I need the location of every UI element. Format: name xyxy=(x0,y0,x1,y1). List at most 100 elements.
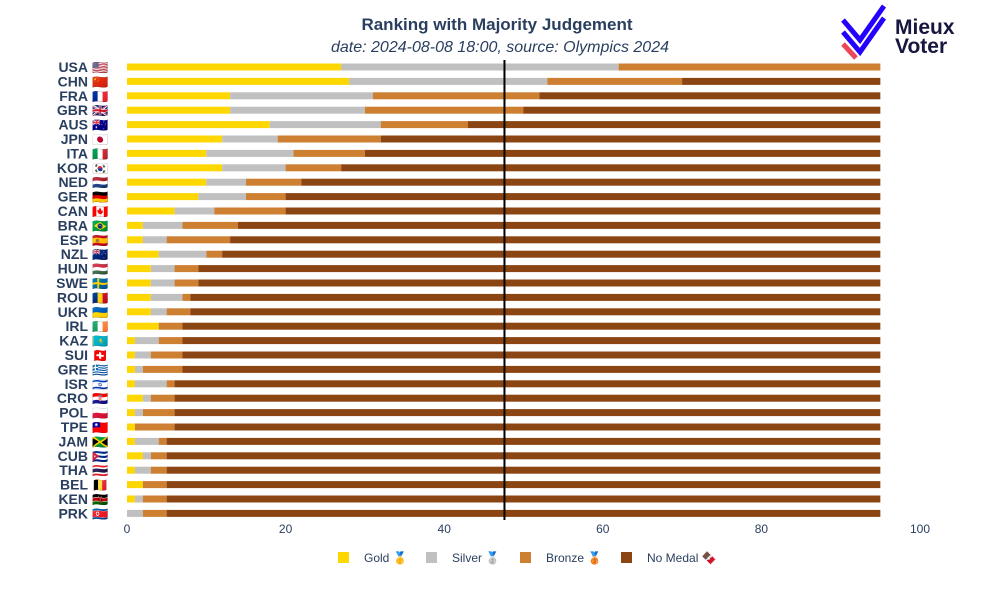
bar-usa-2 xyxy=(618,63,881,71)
bar-cro-0 xyxy=(127,394,143,402)
bar-jpn-3 xyxy=(380,135,881,143)
bar-sui-0 xyxy=(127,351,135,359)
x-tick-80: 80 xyxy=(755,522,769,536)
y-label-cub: CUB xyxy=(58,448,88,464)
legend-label-1: Silver 🥈 xyxy=(452,551,500,565)
flag-ita: 🇮🇹 xyxy=(92,146,108,161)
bar-pol-2 xyxy=(142,409,175,417)
bar-tha-3 xyxy=(166,466,881,474)
y-label-nzl: NZL xyxy=(61,246,89,262)
bar-jam-3 xyxy=(166,437,881,445)
flag-isr: 🇮🇱 xyxy=(92,377,108,392)
bar-ita-2 xyxy=(293,149,365,157)
bar-can-1 xyxy=(174,207,215,215)
flag-jam: 🇯🇲 xyxy=(92,434,108,449)
flag-kaz: 🇰🇿 xyxy=(92,334,108,349)
flag-gre: 🇬🇷 xyxy=(92,362,108,377)
bar-cub-2 xyxy=(150,452,167,460)
bar-kaz-1 xyxy=(134,337,159,345)
logo-text-line1: Mieux xyxy=(895,16,955,39)
bar-ger-0 xyxy=(127,193,199,201)
bar-ger-2 xyxy=(245,193,286,201)
flag-ger: 🇩🇪 xyxy=(92,190,108,205)
bar-chn-0 xyxy=(127,77,350,85)
bar-ger-3 xyxy=(285,193,881,201)
bar-esp-3 xyxy=(230,236,881,244)
bar-kor-2 xyxy=(285,164,342,172)
mieux-voter-logo: Mieux Voter xyxy=(841,4,955,60)
bar-esp-1 xyxy=(142,236,167,244)
y-label-sui: SUI xyxy=(65,347,88,363)
y-label-kor: KOR xyxy=(57,160,88,176)
flag-tpe: 🇹🇼 xyxy=(92,420,108,435)
bar-kor-1 xyxy=(222,164,286,172)
bar-hun-0 xyxy=(127,265,151,273)
y-label-cro: CRO xyxy=(57,390,88,406)
bar-ger-1 xyxy=(198,193,246,201)
x-axis-ticks: 0 20 40 60 80 100 xyxy=(124,522,931,536)
flag-rou: 🇷🇴 xyxy=(92,290,108,305)
bar-aus-2 xyxy=(380,121,468,129)
bar-pol-0 xyxy=(127,409,135,417)
bar-fra-2 xyxy=(372,92,540,100)
flag-kor: 🇰🇷 xyxy=(92,161,108,176)
bar-can-3 xyxy=(285,207,881,215)
y-label-ken: KEN xyxy=(58,491,88,507)
bar-pol-1 xyxy=(134,409,143,417)
bar-esp-0 xyxy=(127,236,143,244)
flag-usa: 🇺🇸 xyxy=(92,60,108,75)
y-label-usa: USA xyxy=(58,59,88,75)
bar-esp-2 xyxy=(166,236,231,244)
bar-tpe-2 xyxy=(134,423,175,431)
bar-rou-0 xyxy=(127,293,151,301)
bar-gre-2 xyxy=(142,365,183,373)
bar-irl-3 xyxy=(182,322,881,330)
y-label-hun: HUN xyxy=(58,261,88,277)
bar-chn-2 xyxy=(547,77,683,85)
bar-usa-0 xyxy=(127,63,342,71)
y-label-gre: GRE xyxy=(58,361,88,377)
x-tick-20: 20 xyxy=(279,522,293,536)
bar-can-0 xyxy=(127,207,175,215)
flag-irl: 🇮🇪 xyxy=(92,319,108,334)
bar-sui-3 xyxy=(182,351,881,359)
bar-ned-3 xyxy=(301,178,881,186)
flag-swe: 🇸🇪 xyxy=(92,276,108,291)
bar-gbr-2 xyxy=(364,106,524,114)
bar-gre-3 xyxy=(182,365,881,373)
bar-bra-2 xyxy=(182,221,239,229)
bar-isr-1 xyxy=(134,380,167,388)
flag-nzl: 🇳🇿 xyxy=(92,247,108,262)
y-label-ukr: UKR xyxy=(58,304,88,320)
y-label-fra: FRA xyxy=(59,88,88,104)
bar-gre-0 xyxy=(127,365,135,373)
bar-ita-1 xyxy=(206,149,294,157)
bar-fra-0 xyxy=(127,92,231,100)
y-label-tha: THA xyxy=(59,462,88,478)
bar-ned-2 xyxy=(245,178,302,186)
bar-jam-0 xyxy=(127,437,135,445)
y-label-esp: ESP xyxy=(60,232,88,248)
bar-swe-1 xyxy=(150,279,175,287)
x-tick-100: 100 xyxy=(910,522,930,536)
flag-aus: 🇦🇺 xyxy=(92,118,108,133)
bar-rou-1 xyxy=(150,293,183,301)
bar-aus-0 xyxy=(127,121,270,129)
y-label-ned: NED xyxy=(58,174,88,190)
y-label-pol: POL xyxy=(59,405,88,421)
chart-title: Ranking with Majority Judgement xyxy=(361,15,632,34)
bar-gre-1 xyxy=(134,365,143,373)
flag-prk: 🇰🇵 xyxy=(92,506,108,521)
bar-cro-3 xyxy=(174,394,881,402)
y-label-tpe: TPE xyxy=(61,419,88,435)
bar-gbr-1 xyxy=(230,106,365,114)
y-label-rou: ROU xyxy=(57,289,88,305)
bar-gbr-3 xyxy=(523,106,881,114)
legend-label-3: No Medal 🍫 xyxy=(647,551,717,565)
bar-irl-2 xyxy=(158,322,183,330)
bar-jpn-1 xyxy=(222,135,278,143)
y-label-irl: IRL xyxy=(65,318,88,334)
flag-can: 🇨🇦 xyxy=(92,204,108,219)
y-label-swe: SWE xyxy=(56,275,88,291)
flag-ukr: 🇺🇦 xyxy=(92,305,108,320)
